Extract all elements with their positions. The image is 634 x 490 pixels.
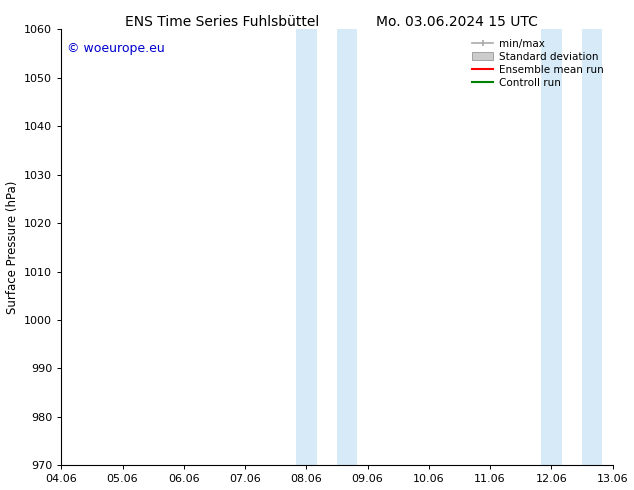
Text: Mo. 03.06.2024 15 UTC: Mo. 03.06.2024 15 UTC: [375, 15, 538, 29]
Bar: [337, 29, 357, 465]
Text: ENS Time Series Fuhlsbüttel: ENS Time Series Fuhlsbüttel: [125, 15, 319, 29]
Bar: [541, 29, 562, 465]
Legend: min/max, Standard deviation, Ensemble mean run, Controll run: min/max, Standard deviation, Ensemble me…: [469, 34, 607, 92]
Bar: [296, 29, 317, 465]
Y-axis label: Surface Pressure (hPa): Surface Pressure (hPa): [6, 181, 18, 314]
Bar: [582, 29, 602, 465]
Text: © woeurope.eu: © woeurope.eu: [67, 42, 165, 55]
